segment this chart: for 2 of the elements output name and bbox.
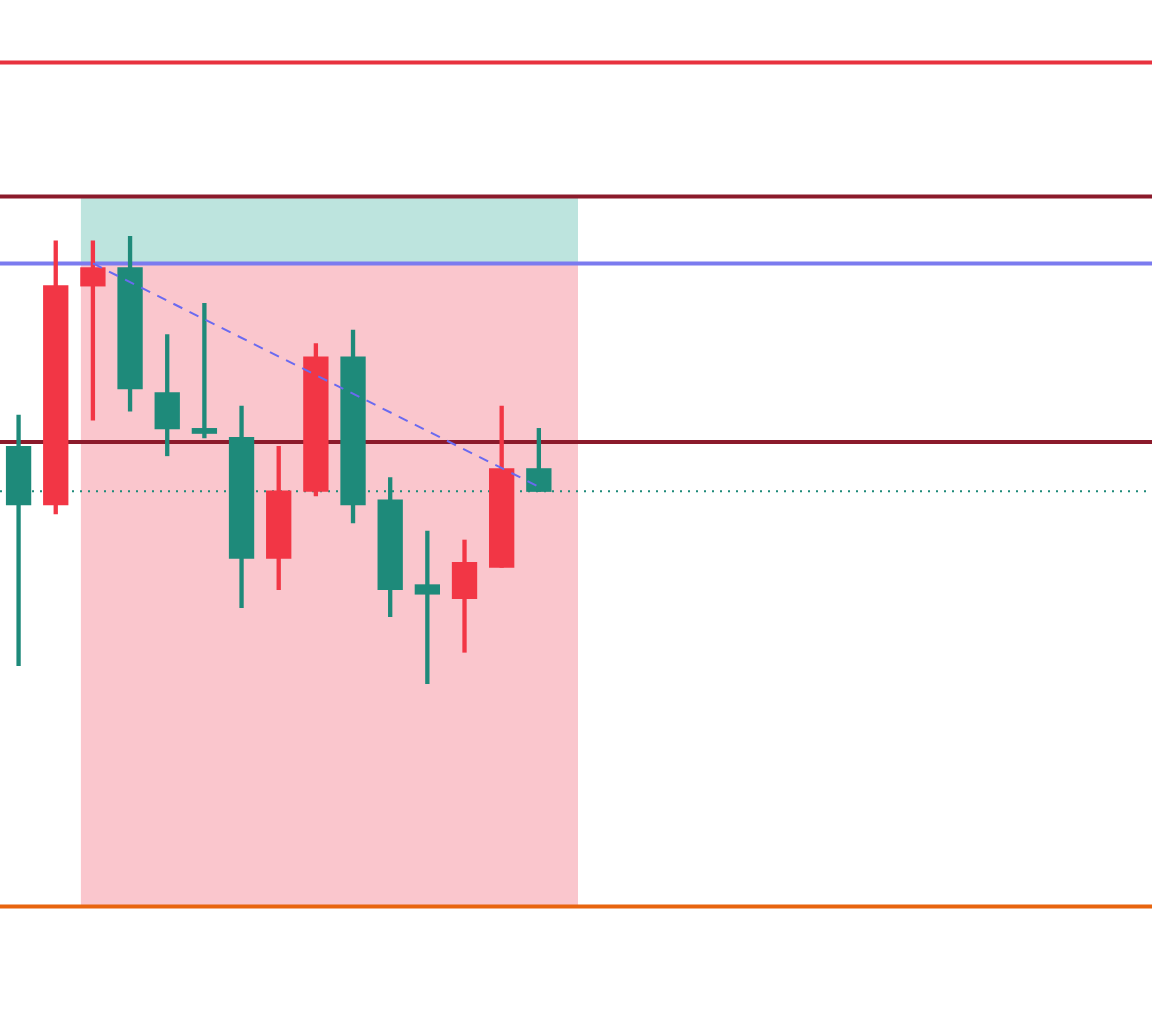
candlestick <box>414 530 441 684</box>
candlestick <box>191 303 218 439</box>
